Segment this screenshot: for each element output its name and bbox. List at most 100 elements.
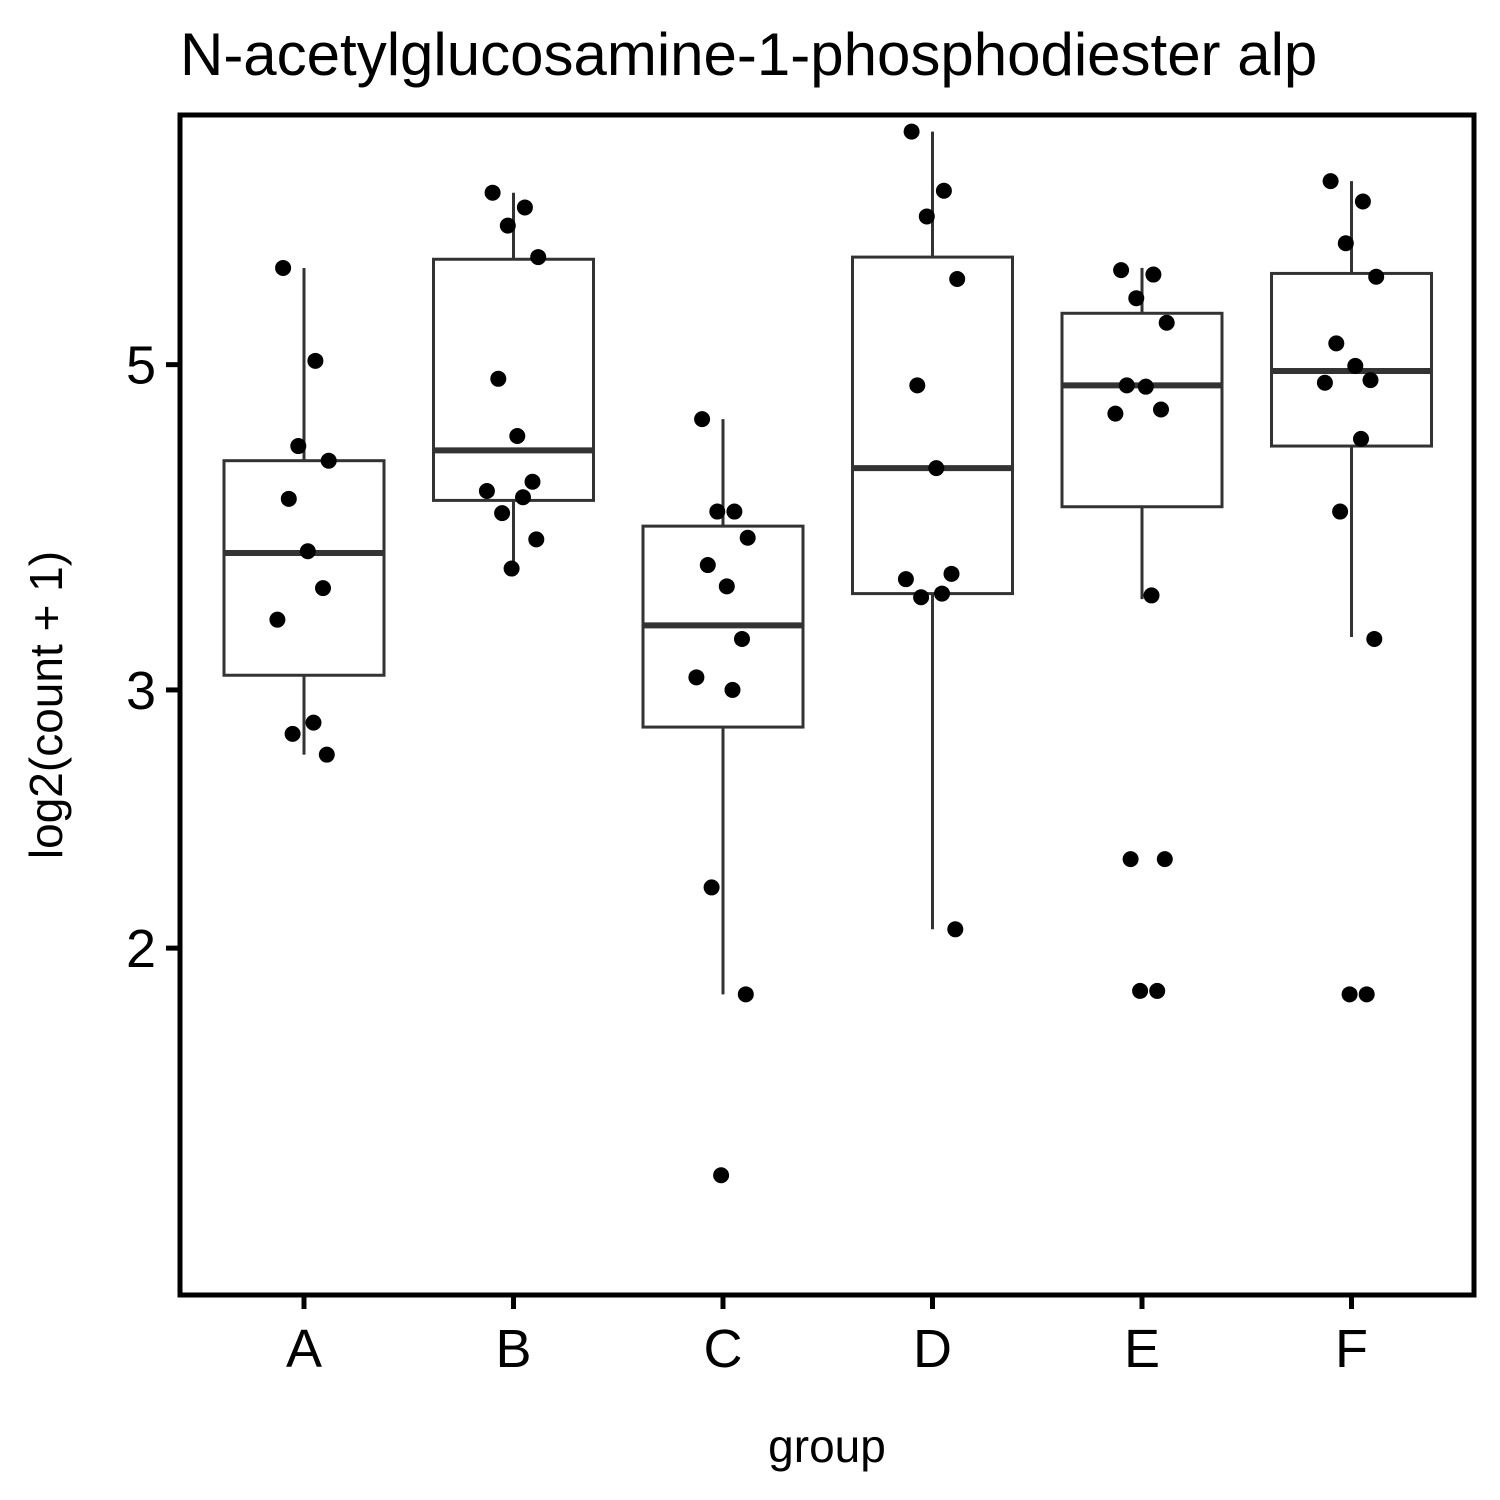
data-point xyxy=(1113,262,1130,279)
y-tick-label: 5 xyxy=(126,336,156,396)
data-point xyxy=(1362,372,1379,389)
data-point xyxy=(1158,314,1175,331)
x-tick-label: E xyxy=(1124,1319,1160,1379)
data-point xyxy=(1354,193,1371,210)
data-point xyxy=(315,580,331,597)
data-point xyxy=(694,411,711,428)
box-iqr xyxy=(432,257,595,502)
data-point xyxy=(934,585,950,602)
data-point xyxy=(499,217,516,234)
data-point xyxy=(503,560,520,577)
data-point xyxy=(528,531,545,548)
data-point xyxy=(1149,982,1166,999)
data-point xyxy=(935,182,952,199)
data-point xyxy=(490,370,507,387)
box-group-c xyxy=(641,419,805,995)
box-iqr xyxy=(222,459,386,677)
data-point xyxy=(909,377,926,394)
data-point xyxy=(1118,377,1135,394)
data-point xyxy=(699,557,716,574)
data-point xyxy=(1358,986,1375,1003)
data-point xyxy=(290,438,307,455)
chart-title: N-acetylglucosamine-1-phosphodiester alp xyxy=(180,21,1317,88)
data-point xyxy=(1341,986,1358,1003)
x-tick-label: D xyxy=(913,1319,952,1379)
data-point xyxy=(739,529,756,546)
data-point xyxy=(1347,357,1364,374)
data-point xyxy=(1132,982,1149,999)
data-point xyxy=(897,571,914,588)
box-group-a xyxy=(222,267,386,755)
data-point xyxy=(1143,587,1160,604)
data-point xyxy=(1156,851,1173,868)
data-point xyxy=(949,270,966,287)
data-point xyxy=(318,746,335,763)
data-point xyxy=(478,483,495,500)
points-group-d xyxy=(897,123,966,938)
data-point xyxy=(1137,378,1154,395)
data-point xyxy=(928,460,945,477)
data-point xyxy=(1366,630,1383,647)
data-point xyxy=(299,543,316,560)
data-point xyxy=(515,489,531,506)
data-point xyxy=(516,199,533,216)
data-point xyxy=(307,352,324,369)
data-point xyxy=(524,473,541,490)
plot-area xyxy=(222,123,1433,1184)
data-point xyxy=(713,1167,730,1184)
data-point xyxy=(280,490,297,507)
data-point xyxy=(913,589,930,606)
y-tick-label: 3 xyxy=(126,661,156,721)
data-point xyxy=(509,427,526,444)
x-tick-label: F xyxy=(1335,1319,1368,1379)
data-point xyxy=(494,505,511,522)
x-axis: A B C D E F xyxy=(286,1295,1368,1379)
data-point xyxy=(703,879,720,896)
y-axis-label: log2(count + 1) xyxy=(20,551,72,859)
data-point xyxy=(284,725,301,742)
data-point xyxy=(903,123,920,140)
data-point xyxy=(1353,430,1369,447)
data-point xyxy=(947,921,964,938)
data-point xyxy=(1328,335,1345,352)
points-group-e xyxy=(1107,262,1175,999)
data-point xyxy=(737,986,754,1003)
points-group-f xyxy=(1316,173,1385,1003)
data-point xyxy=(726,503,743,520)
data-point xyxy=(943,565,960,582)
y-tick-label: 2 xyxy=(126,919,156,979)
data-point xyxy=(734,630,750,647)
data-point xyxy=(1128,290,1145,307)
plot-frame xyxy=(177,112,1477,1298)
x-tick-label: B xyxy=(495,1319,531,1379)
data-point xyxy=(1122,851,1139,868)
data-point xyxy=(305,714,322,731)
x-tick-label: C xyxy=(704,1319,743,1379)
y-axis: 2 3 5 xyxy=(126,336,180,979)
data-point xyxy=(1145,266,1162,283)
box-iqr xyxy=(1060,311,1224,509)
data-point xyxy=(275,259,292,276)
points-group-a xyxy=(269,259,337,763)
box-group-e xyxy=(1060,267,1224,600)
data-point xyxy=(709,503,726,520)
data-point xyxy=(1368,268,1385,285)
data-point xyxy=(530,249,547,266)
data-point xyxy=(1153,401,1169,418)
points-group-c xyxy=(688,411,756,1184)
data-point xyxy=(1332,503,1349,520)
data-point xyxy=(269,611,286,628)
data-point xyxy=(1107,405,1124,422)
data-point xyxy=(718,578,735,595)
points-group-b xyxy=(478,184,547,577)
data-point xyxy=(484,184,501,201)
data-point xyxy=(688,669,705,686)
box-iqr xyxy=(851,255,1014,596)
x-tick-label: A xyxy=(286,1319,322,1379)
data-point xyxy=(1337,235,1354,252)
data-point xyxy=(1316,374,1333,391)
box-group-f xyxy=(1270,181,1433,638)
box-group-d xyxy=(851,131,1014,930)
box-group-b xyxy=(432,192,595,569)
